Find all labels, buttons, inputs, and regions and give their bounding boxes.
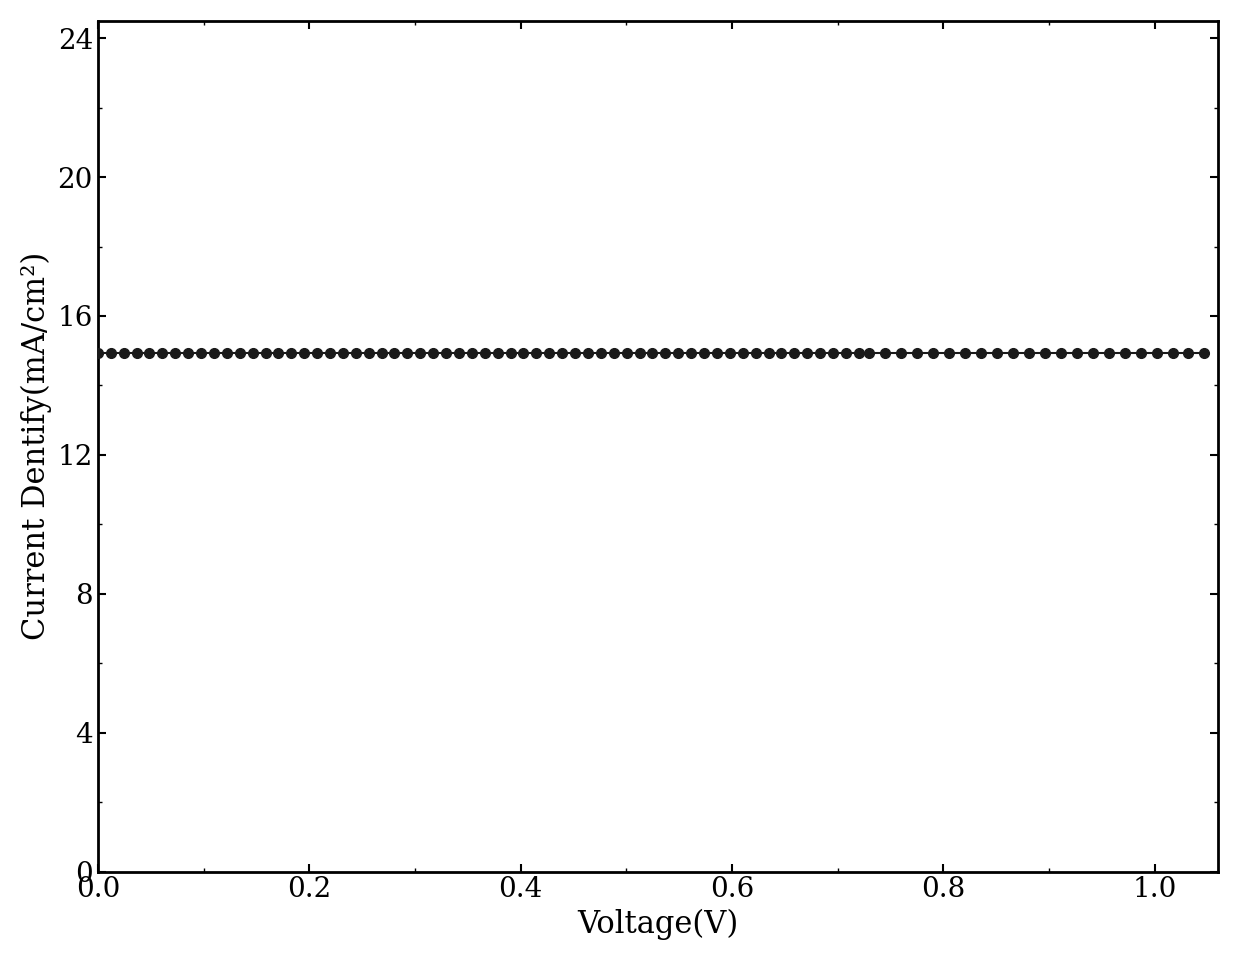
X-axis label: Voltage(V): Voltage(V) [577,909,738,940]
Y-axis label: Current Dentify(mA/cm²): Current Dentify(mA/cm²) [21,252,52,640]
